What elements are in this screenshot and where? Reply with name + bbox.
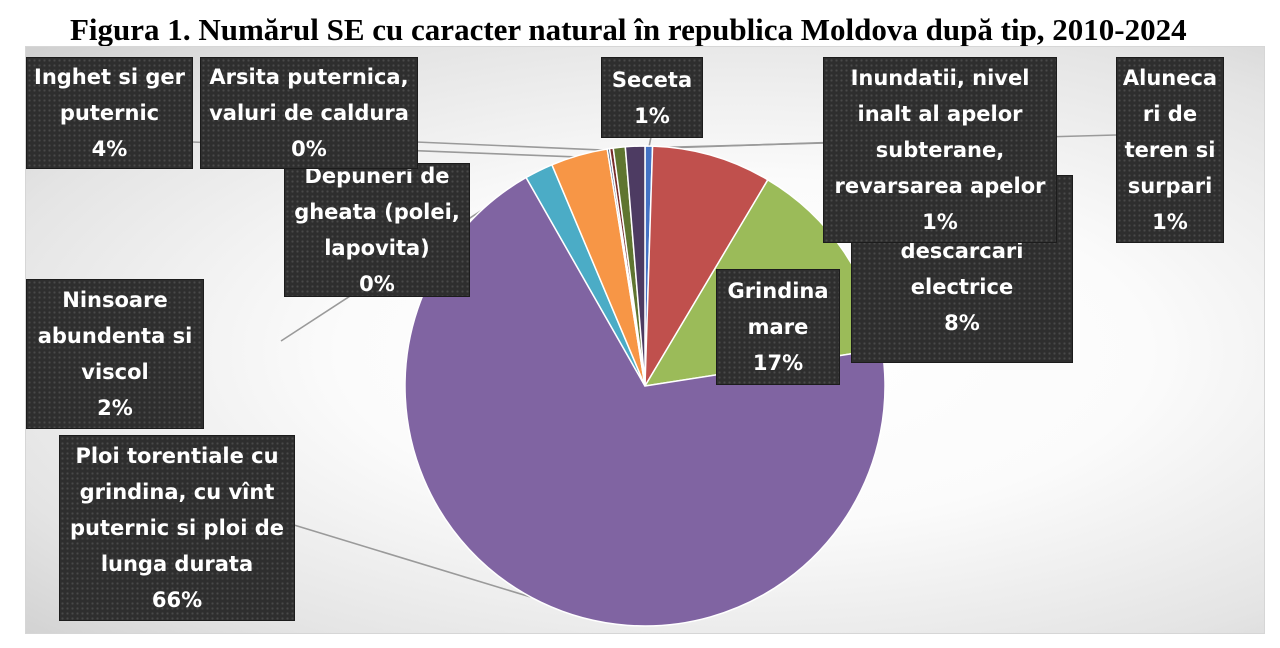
data-label-inundatii: Inundatii, nivel inalt al apelor subtera… xyxy=(823,57,1057,243)
figure-title-text: . Numărul SE cu caracter natural în repu… xyxy=(182,12,1187,47)
data-label-name: Inghet si ger puternic xyxy=(34,65,185,125)
data-label-ninsoare: Ninsoare abundenta si viscol 2% xyxy=(26,279,204,429)
data-label-value: 1% xyxy=(922,210,958,234)
data-label-value: 4% xyxy=(91,137,128,161)
data-label-inghet: Inghet si ger puternic 4% xyxy=(26,57,193,169)
data-label-name: Ploi torentiale cu grindina, cu vînt put… xyxy=(70,444,284,576)
data-label-name: Seceta xyxy=(611,67,693,92)
data-label-name: Inundatii, nivel inalt al apelor subtera… xyxy=(834,66,1046,198)
data-label-depuneri: Depuneri de gheata (polei, lapovita) 0% xyxy=(284,163,470,297)
data-label-value: 66% xyxy=(151,588,203,612)
data-label-value: 2% xyxy=(97,396,133,420)
data-label-value: 1% xyxy=(634,103,670,128)
data-label-name: Aluneca ri de teren si surpari xyxy=(1122,66,1218,198)
figure-title: Figura 1. Numărul SE cu caracter natural… xyxy=(70,10,1270,50)
pie-slice-9 xyxy=(624,145,646,387)
data-label-name: Ninsoare abundenta si viscol xyxy=(37,288,193,384)
data-label-value: 8% xyxy=(944,311,980,335)
data-label-value: 17% xyxy=(752,351,804,375)
data-label-alunecari: Aluneca ri de teren si surpari 1% xyxy=(1116,57,1224,243)
data-label-name: Depuneri de gheata (polei, lapovita) xyxy=(294,164,460,260)
data-label-name: Grindina mare xyxy=(727,279,829,339)
data-label-grindina: Grindina mare 17% xyxy=(716,269,840,385)
data-label-value: 0% xyxy=(359,272,395,296)
leader-line-3 xyxy=(293,524,542,602)
leader-line-7 xyxy=(415,141,612,152)
data-label-ploi-torentiale: Ploi torentiale cu grindina, cu vînt put… xyxy=(59,435,295,621)
data-label-value: 0% xyxy=(291,137,327,161)
figure-number: Figura 1 xyxy=(70,12,183,47)
pie-slice-1 xyxy=(644,145,769,389)
data-label-name: Arsita puternica, valuri de caldura xyxy=(209,65,409,125)
data-label-value: 1% xyxy=(1152,210,1188,234)
data-label-seceta: Seceta 1% xyxy=(601,57,703,138)
pie-slices xyxy=(404,145,886,627)
chart-area: Seceta 1% Furtuni cu descarcari electric… xyxy=(25,46,1265,634)
data-label-arsita: Arsita puternica, valuri de caldura 0% xyxy=(200,57,418,169)
